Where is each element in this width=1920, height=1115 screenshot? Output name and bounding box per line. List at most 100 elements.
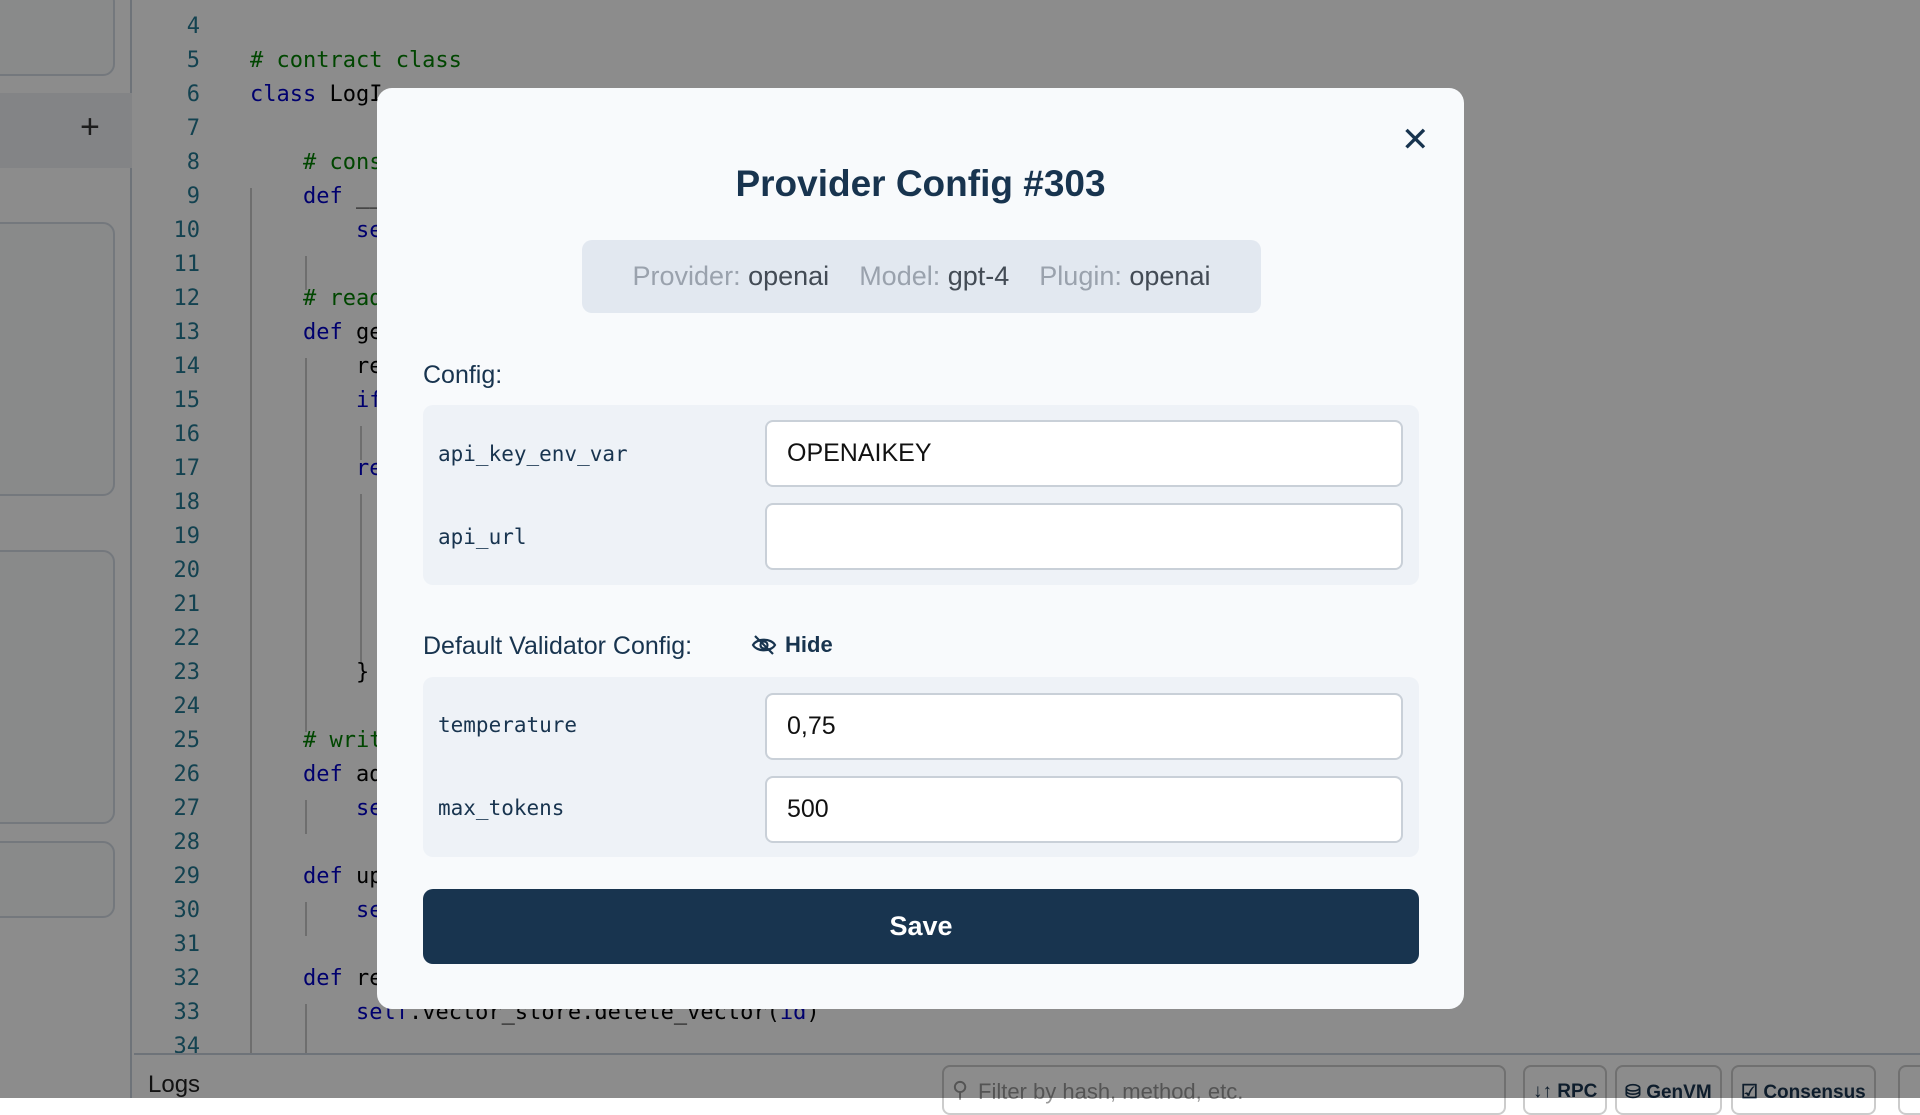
code-line: 19	[134, 520, 201, 554]
provider-info-badge: Provider: openai Model: gpt-4 Plugin: op…	[582, 240, 1261, 313]
indent-guide	[305, 800, 307, 834]
line-number: 17	[173, 456, 201, 481]
api-url-input[interactable]	[765, 503, 1403, 570]
code-line: 13 def ge	[134, 316, 383, 350]
code-token: }	[250, 660, 370, 685]
code-line: 11	[134, 248, 201, 282]
line-number: 26	[173, 762, 201, 787]
line-number: 23	[173, 660, 201, 685]
line-number: 33	[173, 1000, 201, 1025]
sidebar-card[interactable]	[0, 0, 115, 76]
line-number: 8	[186, 150, 200, 175]
line-number: 18	[173, 490, 201, 515]
line-number: 3	[134, 0, 200, 10]
rpc-filter-button[interactable]: ↓↑ RPC	[1523, 1065, 1608, 1115]
code-line: 7	[134, 112, 200, 146]
line-number: 34	[173, 1034, 201, 1053]
code-text: # contract class	[250, 44, 462, 78]
line-number: 24	[173, 694, 201, 719]
line-number: 5	[186, 48, 200, 73]
code-token: def	[250, 184, 343, 209]
provider-config-modal: ✕ Provider Config #303 Provider: openai …	[377, 88, 1464, 1009]
code-line: 25 # writ	[134, 724, 383, 758]
line-number: 7	[186, 116, 200, 141]
indent-guide	[250, 188, 252, 1053]
line-number: 6	[186, 82, 200, 107]
api-key-env-var-input[interactable]: OPENAIKEY	[765, 420, 1403, 487]
code-text: # cons	[250, 146, 382, 180]
validator-config-fields: temperature 0,75 max_tokens 500	[423, 677, 1419, 857]
eye-off-icon	[751, 635, 777, 655]
line-number: 4	[186, 14, 200, 39]
provider-value: openai	[748, 261, 830, 291]
code-line: 8 # cons	[134, 146, 383, 180]
model-value: gpt-4	[947, 261, 1010, 291]
hide-label: Hide	[785, 632, 833, 657]
code-token: # cons	[250, 150, 383, 175]
code-token: def	[250, 320, 343, 345]
code-token: # read	[250, 286, 383, 311]
code-token: def	[250, 864, 343, 889]
line-number: 30	[173, 898, 201, 923]
line-number: 19	[173, 524, 201, 549]
line-number: 32	[173, 966, 201, 991]
line-number: 15	[173, 388, 201, 413]
indent-guide	[360, 494, 362, 664]
field-label-temperature: temperature	[438, 713, 578, 737]
modal-title: Provider Config #303	[735, 163, 1106, 204]
line-number: 20	[173, 558, 201, 583]
sidebar: +	[0, 0, 132, 1098]
code-token: class	[250, 82, 317, 107]
provider-label: Provider:	[632, 261, 741, 291]
field-label-api-url: api_url	[438, 525, 527, 549]
indent-guide	[305, 358, 307, 732]
line-number: 25	[173, 728, 201, 753]
config-label: Config:	[423, 361, 503, 389]
model-label: Model:	[859, 261, 941, 291]
code-line: 3	[134, 0, 200, 10]
code-line: 12 # read	[134, 282, 383, 316]
line-number: 31	[173, 932, 201, 957]
code-line: 24	[134, 690, 201, 724]
sidebar-card[interactable]	[0, 222, 115, 496]
indent-guide	[305, 1004, 307, 1053]
sidebar-card[interactable]	[0, 550, 115, 824]
code-token: def	[250, 966, 343, 991]
code-line: 20	[134, 554, 201, 588]
code-line: 28	[134, 826, 201, 860]
code-token: LogI	[316, 82, 383, 107]
line-number: 16	[173, 422, 201, 447]
close-icon[interactable]: ✕	[1401, 121, 1430, 159]
validator-config-label: Default Validator Config:	[423, 632, 693, 660]
code-text: # read	[250, 282, 382, 316]
field-label-max-tokens: max_tokens	[438, 796, 565, 820]
line-number: 11	[173, 252, 201, 277]
search-icon: ⚲	[952, 1077, 969, 1102]
code-text: def ge	[250, 316, 383, 350]
plus-icon[interactable]: +	[80, 108, 100, 146]
line-number: 14	[173, 354, 201, 379]
sort-arrows-icon: ↓↑	[1533, 1081, 1552, 1102]
line-number: 9	[186, 184, 200, 209]
logs-title: Logs	[148, 1071, 201, 1098]
code-text: class LogI	[250, 78, 382, 112]
sidebar-card[interactable]	[0, 841, 115, 918]
code-text: # writ	[250, 724, 382, 758]
line-number: 29	[173, 864, 201, 889]
plugin-value: openai	[1129, 261, 1211, 291]
code-line: 23 }	[134, 656, 370, 690]
save-button[interactable]: Save	[423, 889, 1419, 964]
max-tokens-input[interactable]: 500	[765, 776, 1403, 843]
line-number: 28	[173, 830, 201, 855]
indent-guide	[305, 256, 307, 290]
hide-toggle[interactable]: Hide	[751, 632, 833, 658]
code-line: 6 class LogI	[134, 78, 383, 112]
line-number: 10	[173, 218, 201, 243]
indent-guide	[305, 902, 307, 936]
code-text: }	[250, 656, 369, 690]
temperature-input[interactable]: 0,75	[765, 693, 1403, 760]
code-line: 5 # contract class	[134, 44, 462, 78]
code-line: 34	[134, 1030, 201, 1053]
